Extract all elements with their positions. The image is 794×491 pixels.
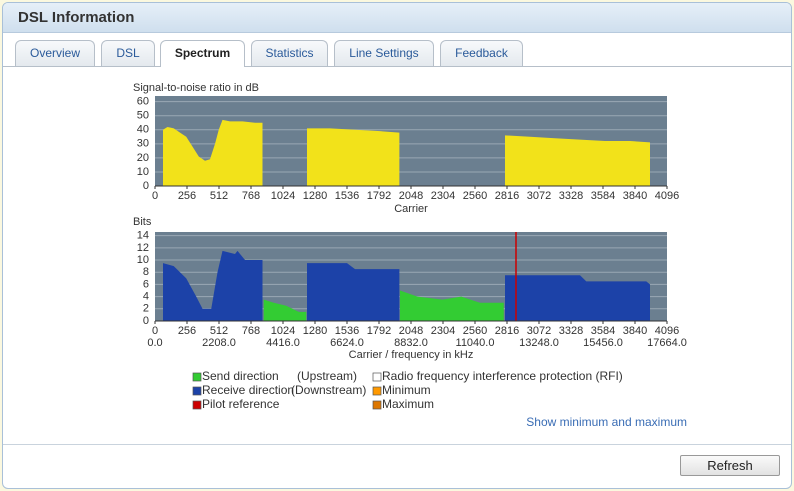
x-tick-label: 0 — [152, 190, 158, 202]
tab[interactable]: Feedback — [440, 40, 523, 66]
x-tick-label: 3072 — [527, 190, 551, 202]
area — [505, 135, 650, 186]
y-tick-label: 2 — [143, 303, 149, 315]
x-tick-label: 1536 — [335, 325, 359, 337]
x-axis-label: Carrier — [394, 203, 428, 215]
x-tick-label: 512 — [210, 325, 228, 337]
x-tick-label: 1792 — [367, 190, 391, 202]
x2-tick-label: 8832.0 — [394, 337, 428, 349]
x-tick-label: 1024 — [271, 190, 295, 202]
area — [163, 119, 263, 186]
x-tick-label: 1024 — [271, 325, 295, 337]
legend-label: Pilot reference — [202, 397, 280, 411]
legend-note: (Downstream) — [291, 383, 366, 397]
x-tick-label: 2304 — [431, 190, 455, 202]
legend-swatch — [192, 386, 202, 396]
x-tick-label: 2048 — [399, 190, 423, 202]
x-tick-label: 1792 — [367, 325, 391, 337]
area — [163, 250, 263, 321]
x-tick-label: 256 — [178, 325, 196, 337]
tab[interactable]: Spectrum — [160, 40, 245, 67]
x-tick-label: 2048 — [399, 325, 423, 337]
x2-tick-label: 11040.0 — [456, 337, 495, 349]
y-axis-label: Signal-to-noise ratio in dB — [133, 82, 259, 94]
x-tick-label: 512 — [210, 190, 228, 202]
x-tick-label: 1280 — [303, 190, 327, 202]
y-axis-label: Bits — [133, 216, 152, 228]
y-tick-label: 40 — [137, 124, 149, 136]
x2-tick-label: 15456.0 — [583, 337, 623, 349]
legend-label: Minimum — [382, 383, 431, 397]
x-tick-label: 3328 — [559, 325, 583, 337]
x-axis-label: Carrier / frequency in kHz — [349, 349, 474, 361]
x-tick-label: 3584 — [591, 325, 615, 337]
legend-swatch — [372, 400, 382, 410]
x-tick-label: 3584 — [591, 190, 615, 202]
y-tick-label: 60 — [137, 96, 149, 108]
legend-label: Send direction — [202, 369, 279, 383]
x-tick-label: 3072 — [527, 325, 551, 337]
x-tick-label: 2816 — [495, 325, 519, 337]
x-tick-label: 2560 — [463, 325, 487, 337]
y-tick-label: 4 — [143, 291, 149, 303]
charts: Signal-to-noise ratio in dB0102030405060… — [133, 82, 687, 411]
x-tick-label: 1536 — [335, 190, 359, 202]
x2-tick-label: 17664.0 — [647, 337, 687, 349]
tab-rule — [3, 66, 791, 67]
legend-swatch — [372, 372, 382, 382]
y-tick-label: 10 — [137, 254, 149, 266]
x-tick-label: 4096 — [655, 325, 679, 337]
x-tick-label: 4096 — [655, 190, 679, 202]
footer-rule — [3, 444, 791, 445]
tab[interactable]: Line Settings — [334, 40, 434, 66]
x-tick-label: 0 — [152, 325, 158, 337]
legend-label: Maximum — [382, 397, 434, 411]
y-tick-label: 30 — [137, 138, 149, 150]
y-tick-label: 8 — [143, 266, 149, 278]
x-tick-label: 768 — [242, 190, 260, 202]
x-tick-label: 2304 — [431, 325, 455, 337]
tab[interactable]: Statistics — [251, 40, 328, 66]
x-tick-label: 2816 — [495, 190, 519, 202]
y-tick-label: 20 — [137, 152, 149, 164]
y-tick-label: 50 — [137, 110, 149, 122]
refresh-button[interactable]: Refresh — [680, 455, 780, 476]
area — [400, 290, 504, 321]
x2-tick-label: 13248.0 — [519, 337, 559, 349]
tab[interactable]: DSL — [101, 40, 155, 66]
x-tick-label: 2560 — [463, 190, 487, 202]
y-tick-label: 14 — [137, 230, 149, 242]
area — [307, 263, 400, 321]
title: DSL Information — [18, 9, 135, 26]
y-tick-label: 0 — [143, 315, 149, 327]
x2-tick-label: 2208.0 — [202, 337, 236, 349]
x-tick-label: 3840 — [623, 190, 647, 202]
area — [307, 128, 400, 186]
legend-swatch — [192, 372, 202, 382]
x2-tick-label: 6624.0 — [330, 337, 364, 349]
x-tick-label: 256 — [178, 190, 196, 202]
legend-label: Radio frequency interference protection … — [382, 369, 623, 383]
area — [263, 299, 307, 321]
area — [505, 275, 650, 321]
y-tick-label: 0 — [143, 180, 149, 192]
x-tick-label: 1280 — [303, 325, 327, 337]
legend-swatch — [372, 386, 382, 396]
header: DSL Information — [3, 3, 791, 33]
x-tick-label: 3328 — [559, 190, 583, 202]
y-tick-label: 10 — [137, 166, 149, 178]
x-tick-label: 768 — [242, 325, 260, 337]
tab[interactable]: Overview — [15, 40, 95, 66]
x2-tick-label: 4416.0 — [266, 337, 300, 349]
legend-swatch — [192, 400, 202, 410]
toggle-link[interactable]: Show minimum and maximum — [526, 415, 687, 429]
legend-note: (Upstream) — [297, 369, 357, 383]
y-tick-label: 6 — [143, 278, 149, 290]
y-tick-label: 12 — [137, 242, 149, 254]
legend-label: Receive direction — [202, 383, 294, 397]
x-tick-label: 3840 — [623, 325, 647, 337]
x2-tick-label: 0.0 — [147, 337, 162, 349]
